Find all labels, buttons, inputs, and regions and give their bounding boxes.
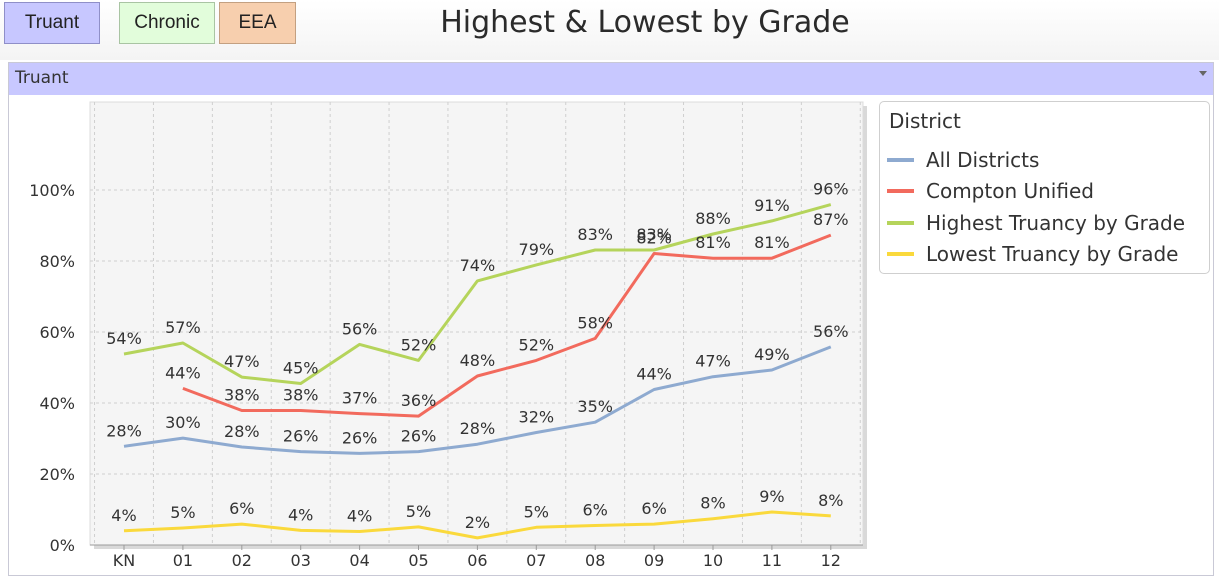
data-label: 26% — [401, 427, 437, 446]
data-label: 5% — [406, 502, 431, 521]
top-bar: Truant Chronic EEA Highest & Lowest by G… — [0, 0, 1219, 60]
data-label: 79% — [519, 240, 555, 259]
data-label: 26% — [283, 427, 319, 446]
data-label: 82% — [636, 229, 672, 248]
data-label: 56% — [813, 322, 849, 341]
legend-swatch — [887, 158, 914, 162]
legend-label: Highest Truancy by Grade — [926, 211, 1186, 235]
x-tick-label: 08 — [585, 551, 605, 570]
y-tick-label: 0% — [50, 536, 75, 555]
legend-label: Lowest Truancy by Grade — [926, 242, 1179, 266]
data-label: 49% — [754, 345, 790, 364]
x-tick-label: 02 — [232, 551, 252, 570]
y-tick-label: 80% — [39, 252, 75, 271]
y-tick-label: 100% — [29, 181, 75, 200]
y-tick-label: 60% — [39, 323, 75, 342]
data-label: 4% — [347, 507, 372, 526]
data-label: 44% — [636, 365, 672, 384]
x-tick-label: KN — [113, 551, 135, 570]
data-label: 52% — [401, 335, 437, 354]
x-tick-label: 05 — [408, 551, 428, 570]
legend-label: All Districts — [926, 148, 1040, 172]
data-label: 28% — [106, 421, 142, 440]
data-label: 6% — [583, 500, 608, 519]
legend-swatch — [887, 189, 914, 193]
data-label: 45% — [283, 358, 319, 377]
data-label: 56% — [342, 319, 378, 338]
data-label: 32% — [519, 407, 555, 426]
data-label: 35% — [577, 397, 613, 416]
y-tick-label: 40% — [39, 394, 75, 413]
tab-truant[interactable]: Truant — [4, 2, 100, 44]
legend-title: District — [889, 109, 961, 133]
data-label: 6% — [641, 499, 666, 518]
legend-item-highest-truancy[interactable]: Highest Truancy by Grade — [887, 209, 1185, 237]
series-line-3 — [123, 510, 831, 540]
data-label: 8% — [818, 491, 843, 510]
data-label: 57% — [165, 318, 201, 337]
page-title: Highest & Lowest by Grade — [440, 5, 850, 40]
series-line-1 — [182, 233, 832, 418]
data-label: 6% — [229, 499, 254, 518]
tab-eea[interactable]: EEA — [219, 2, 296, 44]
data-label: 36% — [401, 391, 437, 410]
data-label: 9% — [759, 487, 784, 506]
legend-item-compton-unified[interactable]: Compton Unified — [887, 177, 1094, 205]
data-label: 91% — [754, 196, 790, 215]
plot-area — [89, 101, 864, 546]
panel-header[interactable]: Truant — [9, 63, 1213, 95]
x-tick-label: 06 — [467, 551, 487, 570]
data-label: 4% — [288, 505, 313, 524]
data-label: 52% — [519, 335, 555, 354]
legend-swatch — [887, 221, 914, 225]
tab-chronic[interactable]: Chronic — [119, 2, 215, 44]
data-label: 5% — [524, 502, 549, 521]
x-tick-label: 10 — [703, 551, 723, 570]
chevron-down-icon[interactable] — [1199, 71, 1207, 76]
data-label: 44% — [165, 363, 201, 382]
data-label: 83% — [636, 225, 672, 244]
legend-swatch — [887, 252, 914, 256]
series-line-2 — [123, 203, 832, 385]
data-label: 28% — [460, 419, 496, 438]
legend-item-all-districts[interactable]: All Districts — [887, 146, 1039, 174]
data-label: 54% — [106, 329, 142, 348]
data-label: 30% — [165, 413, 201, 432]
data-label: 81% — [695, 233, 731, 252]
data-label: 28% — [224, 422, 260, 441]
data-label: 4% — [111, 506, 136, 525]
data-label: 26% — [342, 428, 378, 447]
data-label: 87% — [813, 210, 849, 229]
x-tick-label: 03 — [291, 551, 311, 570]
x-tick-label: 11 — [762, 551, 782, 570]
legend-item-lowest-truancy[interactable]: Lowest Truancy by Grade — [887, 240, 1178, 268]
data-label: 58% — [577, 313, 613, 332]
x-tick-label: 01 — [173, 551, 193, 570]
y-tick-label: 20% — [39, 465, 75, 484]
data-label: 48% — [460, 351, 496, 370]
data-label: 47% — [695, 352, 731, 371]
data-label: 38% — [224, 385, 260, 404]
data-label: 47% — [224, 352, 260, 371]
data-label: 96% — [813, 180, 849, 199]
panel-title: Truant — [15, 68, 69, 88]
data-label: 8% — [700, 494, 725, 513]
x-tick-label: 04 — [349, 551, 369, 570]
legend: District All Districts Compton Unified H… — [879, 101, 1210, 274]
data-label: 2% — [465, 513, 490, 532]
x-tick-label: 12 — [821, 551, 841, 570]
x-tick-label: 07 — [526, 551, 546, 570]
data-label: 5% — [170, 503, 195, 522]
data-label: 38% — [283, 385, 319, 404]
series-line-0 — [123, 345, 832, 455]
legend-label: Compton Unified — [926, 179, 1094, 203]
x-tick-label: 09 — [644, 551, 664, 570]
data-label: 37% — [342, 389, 378, 408]
data-label: 81% — [754, 233, 790, 252]
data-label: 88% — [695, 209, 731, 228]
data-label: 83% — [577, 225, 613, 244]
data-label: 74% — [460, 256, 496, 275]
